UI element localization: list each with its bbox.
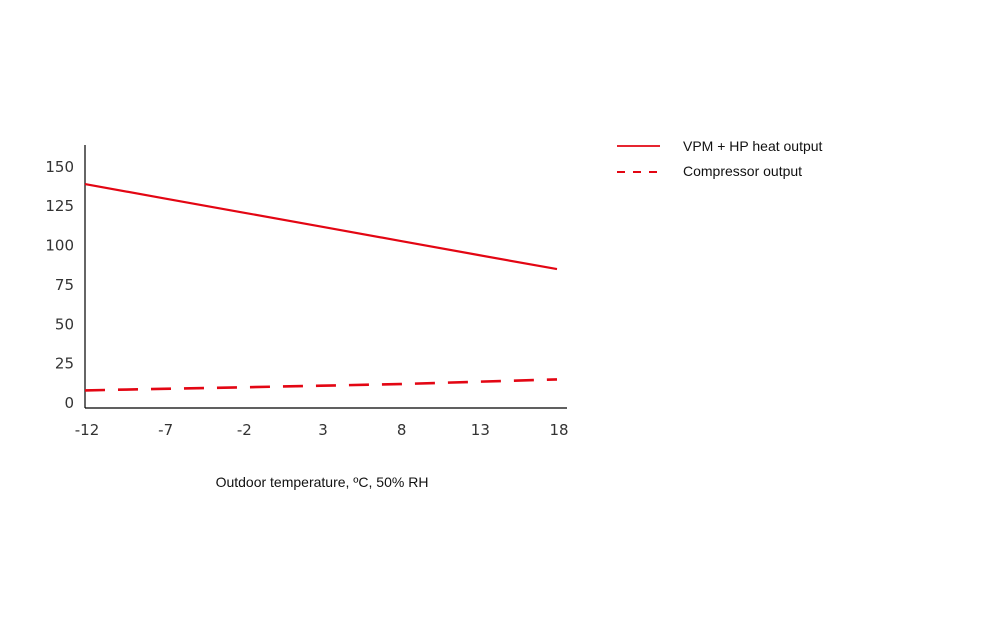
x-tick-label: 8 bbox=[397, 421, 407, 439]
series-line-compressor-output bbox=[84, 378, 558, 392]
y-tick-label: 0 bbox=[64, 394, 74, 412]
legend-label: VPM + HP heat output bbox=[683, 138, 823, 154]
y-tick-label: 125 bbox=[45, 197, 74, 215]
y-tick-label: 50 bbox=[55, 315, 74, 333]
y-tick-label: 150 bbox=[45, 158, 74, 176]
series-layer bbox=[84, 183, 558, 392]
y-tick-label: 25 bbox=[55, 355, 74, 373]
y-tick-label: 75 bbox=[55, 276, 74, 294]
x-tick-label: -12 bbox=[75, 421, 100, 439]
series-line-vpm-hp-heat-output bbox=[84, 183, 558, 271]
legend-label: Compressor output bbox=[683, 163, 802, 179]
y-tick-labels: 0 25 50 75 100 125 150 bbox=[45, 158, 74, 412]
y-tick-label: 100 bbox=[45, 237, 74, 255]
x-tick-label: 13 bbox=[471, 421, 490, 439]
legend: VPM + HP heat output Compressor output bbox=[617, 138, 823, 179]
x-tick-label: -7 bbox=[158, 421, 173, 439]
x-tick-labels: -12 -7 -2 3 8 13 18 bbox=[75, 421, 569, 439]
x-tick-label: 3 bbox=[318, 421, 328, 439]
axes bbox=[84, 145, 567, 409]
x-tick-label: 18 bbox=[549, 421, 568, 439]
x-tick-label: -2 bbox=[237, 421, 252, 439]
x-axis-title: Outdoor temperature, ºC, 50% RH bbox=[216, 474, 429, 490]
